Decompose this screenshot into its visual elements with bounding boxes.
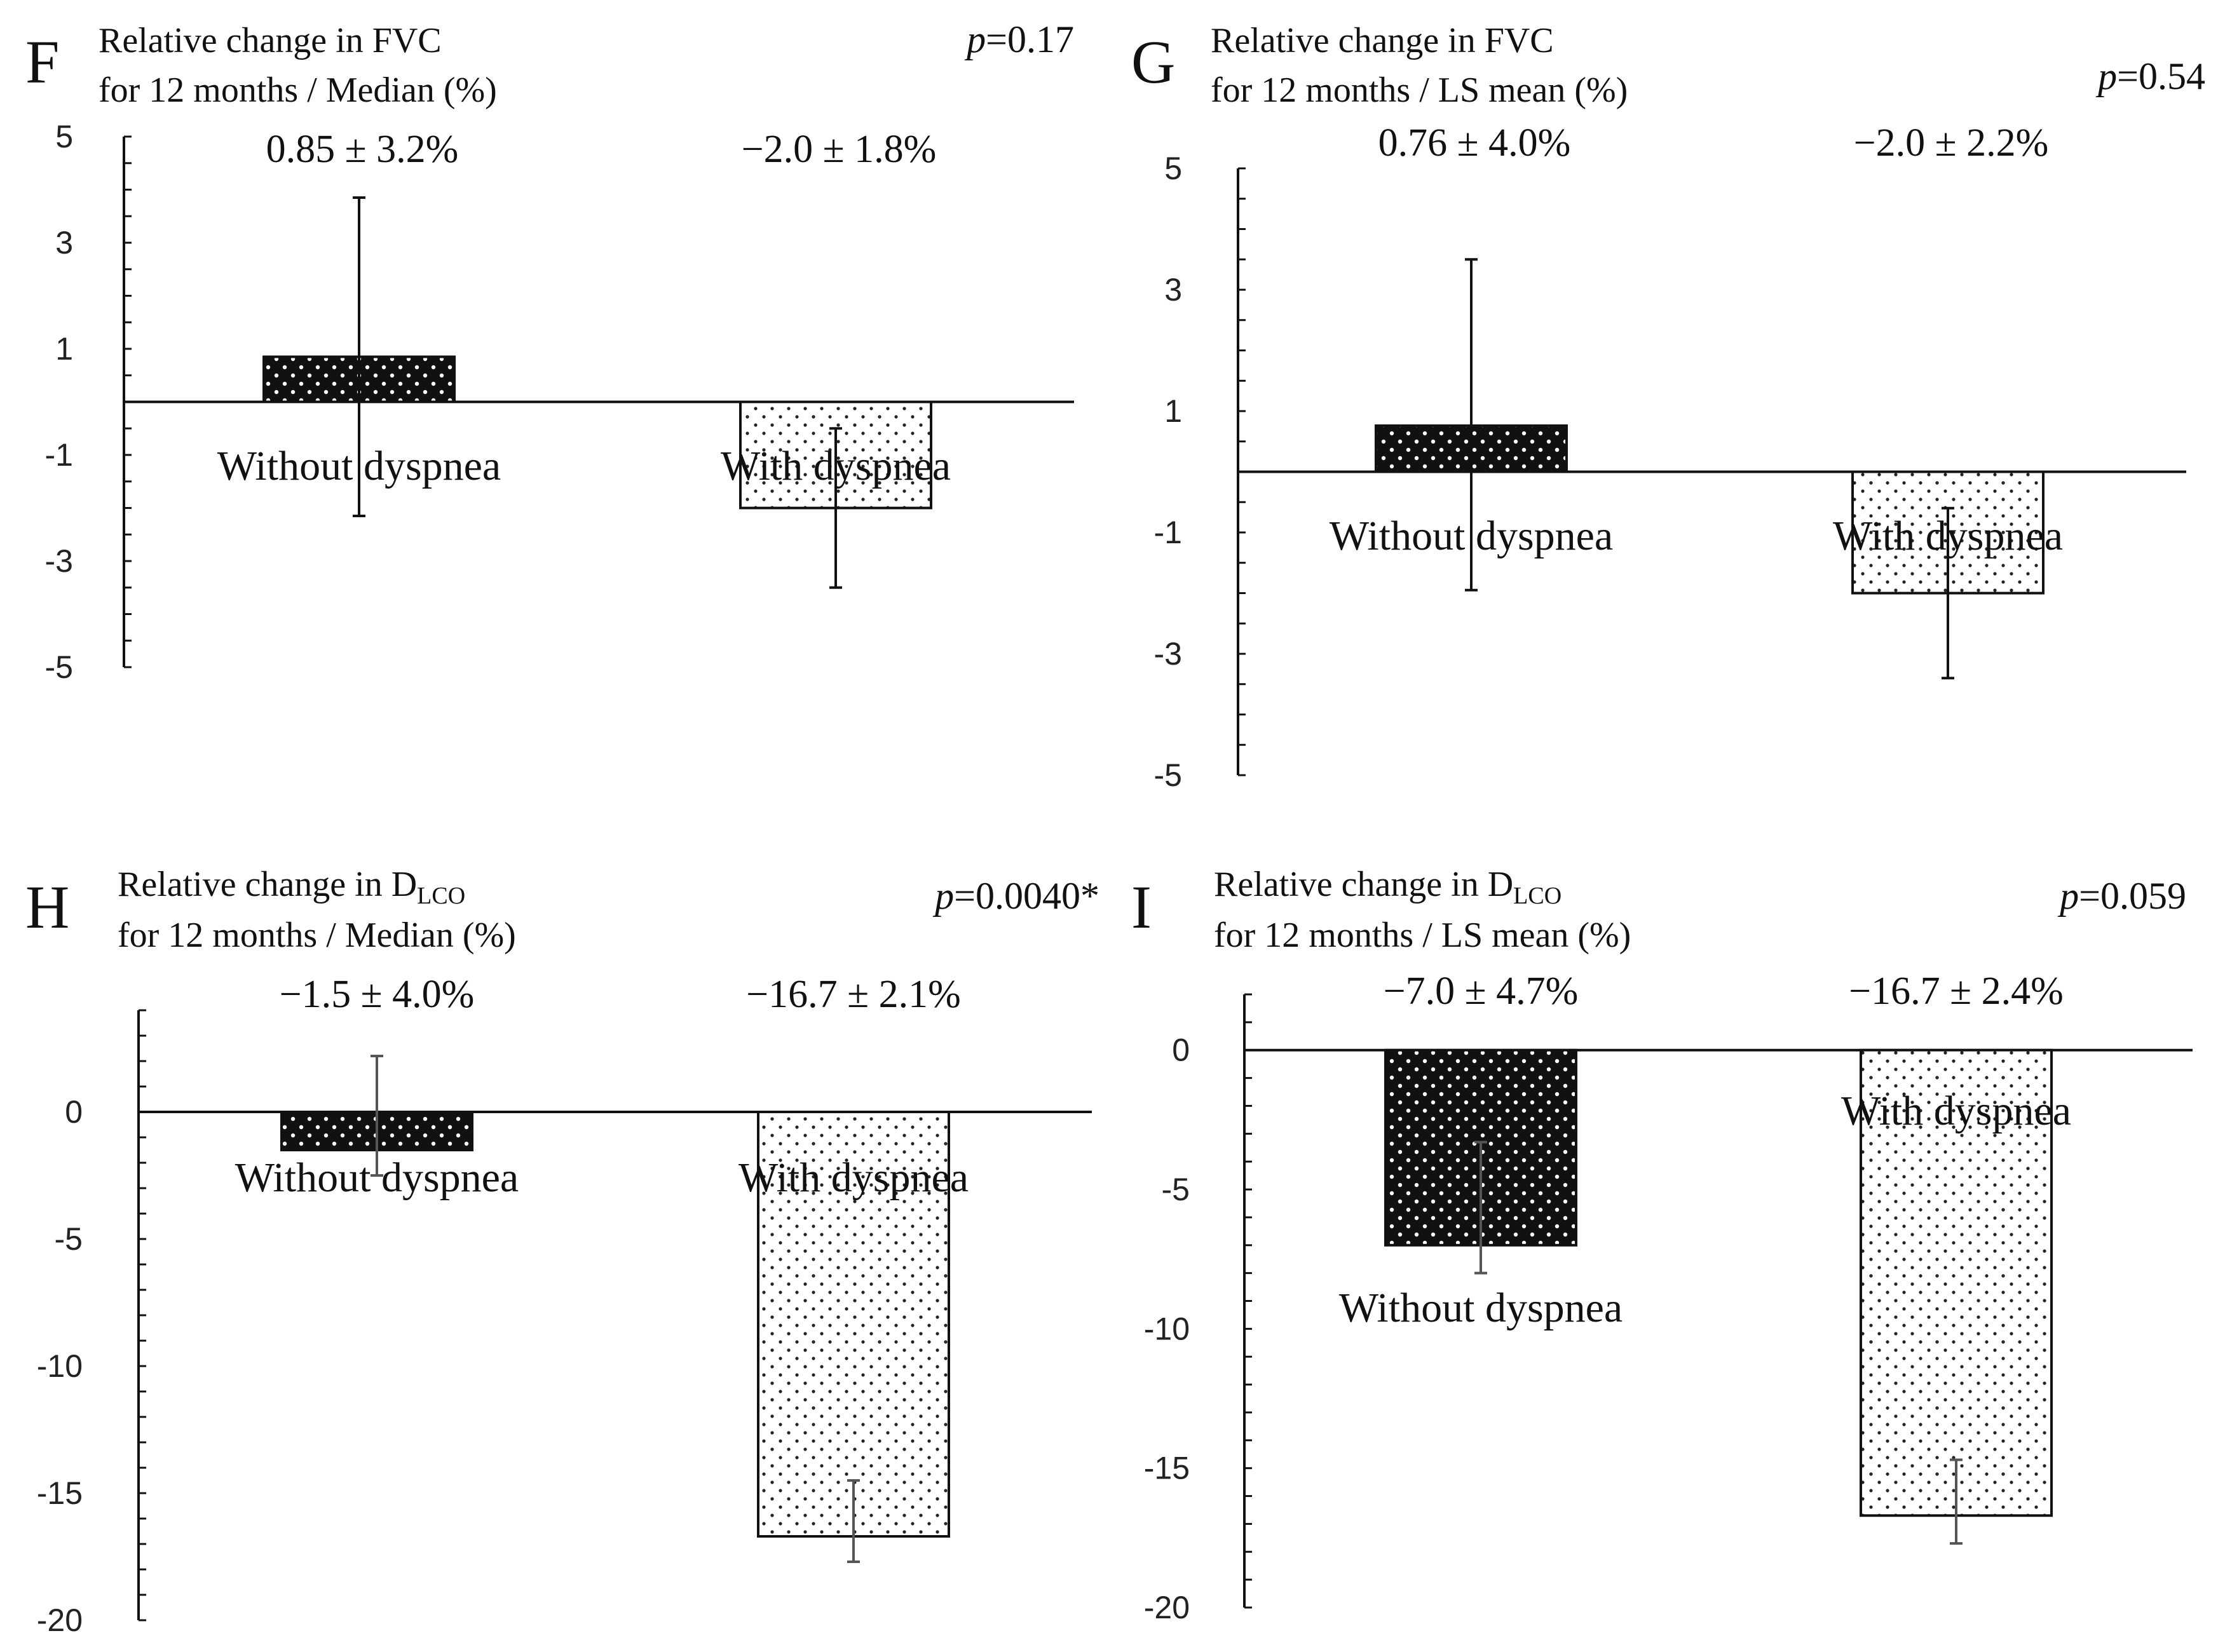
panels-group: F Relative change in FVC for 12 months / M… bbox=[25, 18, 2205, 1638]
y-tick-label: 1 bbox=[55, 331, 73, 367]
bar-with-dyspnea bbox=[757, 1111, 950, 1538]
y-tick-label: -15 bbox=[1144, 1451, 1190, 1486]
p-value-number: =0.059 bbox=[2079, 875, 2186, 917]
bar-with-dyspnea bbox=[1860, 1048, 2053, 1517]
value-label: 0.76 ± 4.0% bbox=[1378, 121, 1571, 165]
chart-title-main: Relative change in D bbox=[118, 865, 417, 904]
value-label: −2.0 ± 2.2% bbox=[1854, 121, 2049, 165]
p-value-number: =0.17 bbox=[986, 18, 1074, 60]
value-label: −7.0 ± 4.7% bbox=[1384, 970, 1579, 1013]
value-label: −16.7 ± 2.4% bbox=[1849, 970, 2064, 1013]
panel-letter: I bbox=[1131, 873, 1152, 941]
panel-letter: G bbox=[1131, 28, 1175, 96]
y-tick-label: 1 bbox=[1164, 393, 1182, 429]
y-tick-label: 0 bbox=[65, 1094, 83, 1130]
category-label: Without dyspnea bbox=[1330, 513, 1613, 559]
y-tick-label: -3 bbox=[45, 543, 73, 579]
panel-h: H Relative change in DLCO for 12 months / … bbox=[25, 865, 1099, 1638]
panel-letter: F bbox=[25, 28, 59, 96]
p-value: p=0.0040* bbox=[932, 875, 1099, 917]
y-tick-label: -20 bbox=[37, 1602, 83, 1638]
y-tick-label: 5 bbox=[55, 119, 73, 154]
y-tick-label: -5 bbox=[1154, 757, 1182, 793]
chart-title: Relative change in FVC bbox=[1211, 21, 1554, 60]
y-tick-label: 0 bbox=[1172, 1032, 1190, 1068]
p-value-symbol: p bbox=[964, 18, 986, 60]
value-label: 0.85 ± 3.2% bbox=[266, 128, 459, 171]
category-label: With dyspnea bbox=[738, 1154, 969, 1201]
chart-title: Relative change in DLCO bbox=[118, 865, 465, 909]
value-label: −1.5 ± 4.0% bbox=[280, 973, 475, 1016]
value-label: −2.0 ± 1.8% bbox=[742, 128, 937, 171]
p-value-number: =0.0040* bbox=[954, 875, 1099, 917]
chart-subtitle: for 12 months / Median (%) bbox=[99, 71, 497, 110]
y-tick-label: -10 bbox=[37, 1348, 83, 1384]
y-tick-label: -5 bbox=[45, 649, 73, 685]
p-value-symbol: p bbox=[2057, 875, 2079, 917]
p-value: p=0.059 bbox=[2057, 875, 2186, 917]
p-value: p=0.54 bbox=[2095, 55, 2205, 97]
chart-title-subscript: LCO bbox=[1513, 883, 1561, 909]
panel-g: G Relative change in FVC for 12 months / L… bbox=[1131, 21, 2205, 793]
chart-subtitle: for 12 months / LS mean (%) bbox=[1211, 71, 1628, 110]
y-tick-label: -15 bbox=[37, 1475, 83, 1511]
y-tick-label: -5 bbox=[55, 1221, 83, 1257]
y-tick-label: 3 bbox=[55, 225, 73, 261]
p-value-number: =0.54 bbox=[2117, 55, 2205, 97]
y-tick-label: -10 bbox=[1144, 1311, 1190, 1346]
category-label: With dyspnea bbox=[721, 443, 951, 489]
p-value-symbol: p bbox=[932, 875, 954, 917]
panel-letter: H bbox=[25, 873, 69, 941]
category-label: With dyspnea bbox=[1841, 1088, 2071, 1134]
y-tick-label: -3 bbox=[1154, 636, 1182, 672]
category-label: With dyspnea bbox=[1833, 513, 2063, 559]
y-tick-label: 5 bbox=[1164, 151, 1182, 186]
category-label: Without dyspnea bbox=[235, 1154, 519, 1201]
panel-i: I Relative change in DLCO for 12 months / … bbox=[1131, 865, 2193, 1625]
y-tick-label: -1 bbox=[45, 437, 73, 473]
category-label: Without dyspnea bbox=[217, 443, 501, 489]
y-tick-label: -20 bbox=[1144, 1590, 1190, 1625]
panel-f: F Relative change in FVC for 12 months / M… bbox=[25, 18, 1074, 685]
chart-subtitle: for 12 months / Median (%) bbox=[118, 916, 516, 955]
chart-title: Relative change in DLCO bbox=[1214, 865, 1561, 909]
category-label: Without dyspnea bbox=[1339, 1285, 1623, 1331]
chart-title: Relative change in FVC bbox=[99, 21, 442, 60]
y-tick-label: -1 bbox=[1154, 515, 1182, 550]
chart-subtitle: for 12 months / LS mean (%) bbox=[1214, 916, 1631, 955]
y-tick-label: 3 bbox=[1164, 272, 1182, 308]
p-value-symbol: p bbox=[2095, 55, 2117, 97]
y-tick-label: -5 bbox=[1162, 1172, 1190, 1207]
chart-title-subscript: LCO bbox=[417, 883, 465, 909]
value-label: −16.7 ± 2.1% bbox=[746, 973, 961, 1016]
p-value: p=0.17 bbox=[964, 18, 1074, 60]
chart-title-main: Relative change in D bbox=[1214, 865, 1513, 904]
